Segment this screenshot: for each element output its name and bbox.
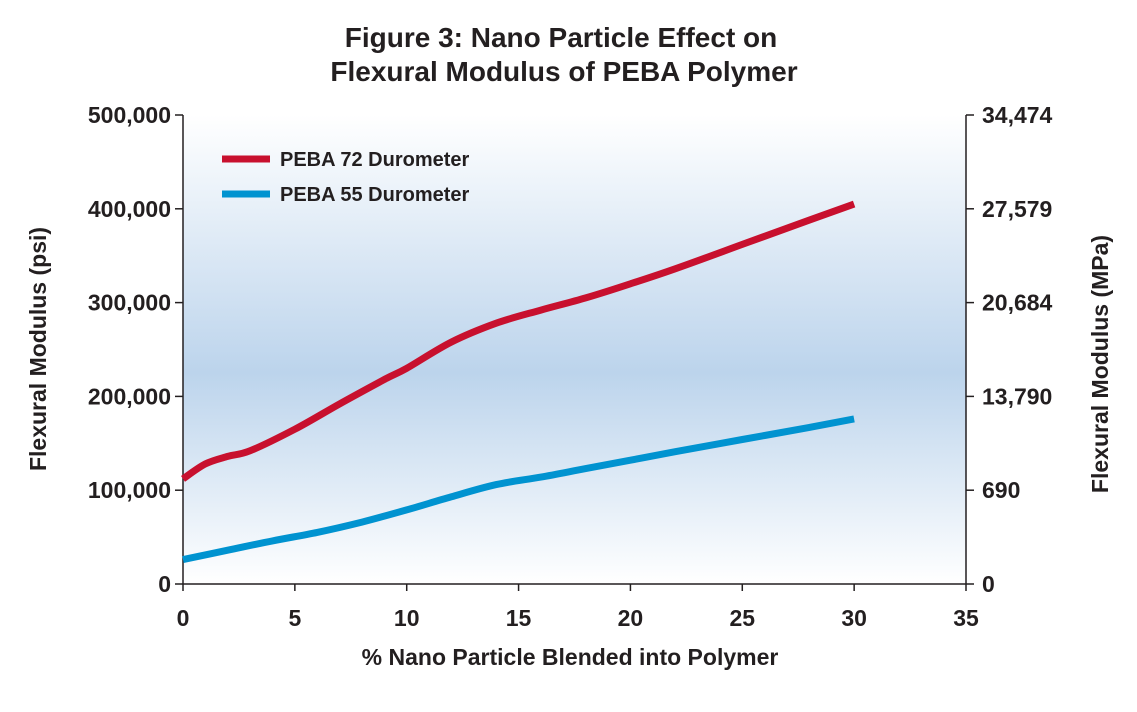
y-tick-label: 500,000 <box>88 102 171 128</box>
y-axis-label: Flexural Modulus (psi) <box>25 227 51 471</box>
plot-area <box>183 115 966 584</box>
y-tick-label: 200,000 <box>88 383 171 409</box>
y2-tick-label: 690 <box>982 477 1020 503</box>
y-tick-label: 300,000 <box>88 290 171 316</box>
y-tick-label: 100,000 <box>88 477 171 503</box>
x-tick-label: 35 <box>953 605 979 631</box>
chart-title-line-2: Flexural Modulus of PEBA Polymer <box>330 56 797 87</box>
x-tick-label: 20 <box>618 605 644 631</box>
x-tick-label: 25 <box>729 605 755 631</box>
x-tick-label: 0 <box>177 605 190 631</box>
y2-tick-label: 27,579 <box>982 196 1052 222</box>
y2-tick-label: 34,474 <box>982 102 1053 128</box>
y2-tick-label: 20,684 <box>982 290 1053 316</box>
y2-tick-label: 13,790 <box>982 383 1052 409</box>
legend-label-1: PEBA 72 Durometer <box>280 149 470 171</box>
chart-title-line-1: Figure 3: Nano Particle Effect on <box>345 22 778 53</box>
legend: PEBA 72 Durometer PEBA 55 Durometer <box>222 149 470 206</box>
series-lines <box>180 200 856 564</box>
x-axis-label: % Nano Particle Blended into Polymer <box>362 644 779 670</box>
x-tick-label: 5 <box>288 605 301 631</box>
y2-axis-label: Flexural Modulus (MPa) <box>1087 235 1113 493</box>
x-tick-label: 30 <box>841 605 867 631</box>
x-tick-label: 15 <box>506 605 532 631</box>
legend-label-2: PEBA 55 Durometer <box>280 184 470 206</box>
y-tick-label: 400,000 <box>88 196 171 222</box>
y-tick-label: 0 <box>158 571 171 597</box>
x-tick-label: 10 <box>394 605 420 631</box>
y2-tick-label: 0 <box>982 571 995 597</box>
axes: 0 5 10 15 20 25 30 350100,000200,000300,000400,… <box>88 102 1053 631</box>
series-line-1 <box>180 200 856 482</box>
series-line-2 <box>182 415 855 564</box>
